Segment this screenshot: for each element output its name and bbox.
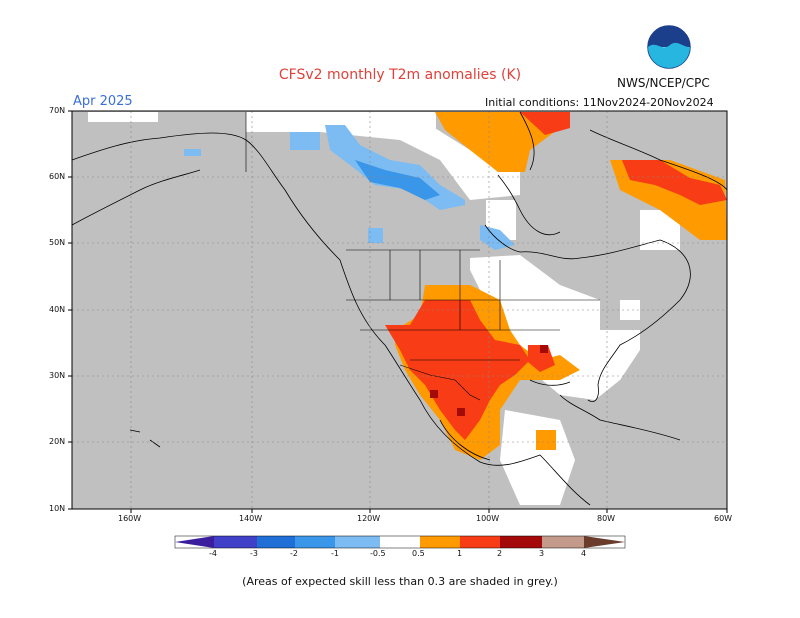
coastlines [71, 111, 728, 506]
colorbar-tick-label: 3 [539, 549, 545, 558]
strong-positive-anomaly-areas [385, 112, 727, 440]
colorbar-tick-label: 4 [581, 549, 587, 558]
political-borders [245, 112, 600, 401]
colorbar-tick-label: -3 [250, 549, 258, 558]
lat-label: 10N [49, 504, 66, 513]
lon-label: 80W [597, 514, 616, 523]
lat-label: 60N [49, 172, 66, 181]
extreme-positive-anomaly-cells [430, 345, 548, 416]
colorbar-tick-label: 0.5 [412, 549, 425, 558]
colorbar [174, 535, 626, 549]
skill-footnote: (Areas of expected skill less than 0.3 a… [242, 575, 558, 588]
lon-label: 120W [357, 514, 381, 523]
lat-label: 50N [49, 238, 66, 247]
lat-label: 20N [49, 437, 66, 446]
axis-ticks [68, 110, 728, 513]
agency-label: NWS/NCEP/CPC [617, 76, 710, 90]
lat-label: 70N [49, 106, 66, 115]
noaa-logo [647, 25, 691, 69]
colorbar-tick-label: -4 [209, 549, 217, 558]
negative-anomaly-core [355, 160, 440, 200]
forecast-month: Apr 2025 [73, 94, 133, 109]
map-panel [68, 110, 728, 513]
colorbar-tick-label: 1 [457, 549, 463, 558]
colorbar-tick-label: 2 [497, 549, 503, 558]
lat-label: 40N [49, 305, 66, 314]
initial-conditions: Initial conditions: 11Nov2024-20Nov2024 [485, 96, 714, 109]
colorbar-tick-label: -2 [290, 549, 298, 558]
lon-label: 100W [476, 514, 500, 523]
colorbar-high-arrow [584, 536, 625, 548]
chart-title: CFSv2 monthly T2m anomalies (K) [278, 67, 522, 83]
graticule [72, 111, 727, 509]
lon-label: 60W [714, 514, 733, 523]
lon-label: 160W [118, 514, 142, 523]
colorbar-tick-label: -0.5 [370, 549, 386, 558]
colorbar-low-arrow [175, 536, 214, 548]
lat-label: 30N [49, 371, 66, 380]
lon-label: 140W [239, 514, 263, 523]
colorbar-tick-label: -1 [331, 549, 339, 558]
